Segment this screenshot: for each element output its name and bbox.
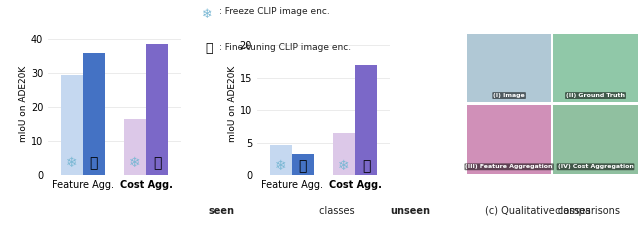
Bar <box>292 154 314 175</box>
Text: seen: seen <box>209 206 234 216</box>
Y-axis label: mIoU on ADE20K: mIoU on ADE20K <box>19 66 28 142</box>
Text: 🔥: 🔥 <box>205 42 212 56</box>
Text: : Fine-tuning CLIP image enc.: : Fine-tuning CLIP image enc. <box>219 42 351 51</box>
Bar <box>124 119 146 175</box>
Bar <box>355 65 377 175</box>
Text: ❄: ❄ <box>275 159 287 173</box>
Text: (II) Ground Truth: (II) Ground Truth <box>566 93 625 98</box>
Text: 🔥: 🔥 <box>299 159 307 173</box>
Bar <box>333 133 355 175</box>
Bar <box>553 105 638 174</box>
Bar <box>467 34 552 102</box>
Text: : Freeze CLIP image enc.: : Freeze CLIP image enc. <box>219 8 330 16</box>
Text: 🔥: 🔥 <box>90 156 98 170</box>
Bar <box>269 144 292 175</box>
Bar <box>61 75 83 175</box>
Bar <box>467 105 552 174</box>
Text: unseen: unseen <box>390 206 431 216</box>
Y-axis label: mIoU on ADE20K: mIoU on ADE20K <box>228 66 237 142</box>
Text: ❄: ❄ <box>338 159 350 173</box>
Text: (c) Qualitative comparisons: (c) Qualitative comparisons <box>485 206 620 216</box>
Text: ❄: ❄ <box>129 156 141 170</box>
Bar <box>146 44 168 175</box>
Bar <box>553 34 638 102</box>
Text: 🔥: 🔥 <box>153 156 161 170</box>
Text: (I) Image: (I) Image <box>493 93 525 98</box>
Text: (III) Feature Aggregation: (III) Feature Aggregation <box>465 164 553 169</box>
Bar <box>83 53 105 175</box>
Text: (IV) Cost Aggregation: (IV) Cost Aggregation <box>557 164 634 169</box>
Text: ❄: ❄ <box>202 8 212 20</box>
Text: classes: classes <box>552 206 591 216</box>
Text: classes: classes <box>316 206 355 216</box>
Text: ❄: ❄ <box>66 156 77 170</box>
Text: 🔥: 🔥 <box>362 159 371 173</box>
